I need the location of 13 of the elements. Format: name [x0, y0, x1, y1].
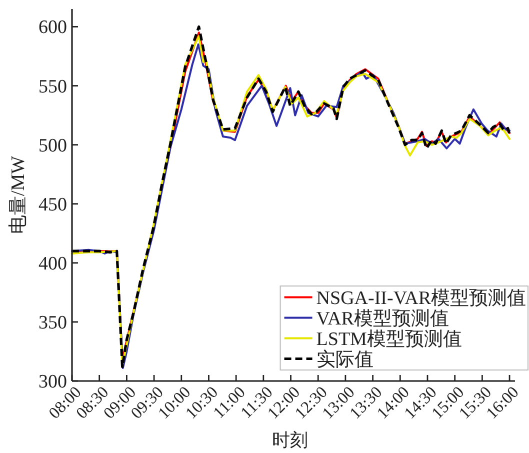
y-tick-label: 300	[38, 372, 67, 392]
legend-label: LSTM模型预测值	[316, 328, 462, 350]
y-tick-label: 500	[38, 135, 67, 156]
legend-label: 实际值	[316, 348, 374, 370]
y-tick-label: 400	[38, 253, 67, 274]
y-tick-label: 350	[38, 312, 67, 334]
legend-label: NSGA-II-VAR模型预测值	[316, 288, 526, 309]
y-tick-label: 600	[38, 17, 67, 38]
legend-label: VAR模型预测值	[316, 308, 449, 330]
y-tick-label: 450	[38, 194, 67, 216]
x-axis-title: 时刻	[272, 430, 308, 450]
y-axis-title: 电量/MW	[8, 156, 29, 234]
y-tick-label: 550	[38, 76, 67, 98]
